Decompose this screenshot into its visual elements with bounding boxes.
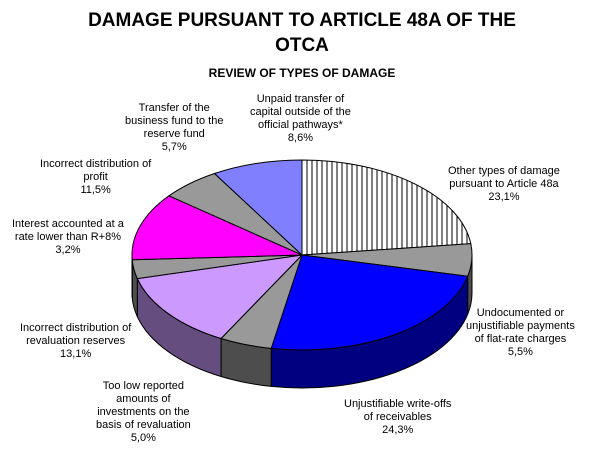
- slice-label-business-fund: Transfer of the business fund to the res…: [125, 102, 224, 153]
- slice-label-profit-distribution: Incorrect distribution of profit 11,5%: [40, 158, 152, 196]
- pie-slice-unjustifiable-write-offs-of-receivables: [270, 254, 469, 351]
- pie-slice-unpaid-transfer-of-capital-outside-of-th: [213, 159, 303, 257]
- slice-label-unpaid-capital: Unpaid transfer of capital outside of th…: [250, 93, 351, 144]
- slice-label-interest-rate: Interest accounted at a rate lower than …: [12, 218, 124, 256]
- slice-label-revaluation-reserves: Incorrect distribution of revaluation re…: [20, 322, 132, 360]
- pie-slice-other-types-of-damage-pursuant-to-articl: [301, 159, 472, 256]
- slice-label-other-types: Other types of damage pursuant to Articl…: [448, 165, 560, 203]
- slice-label-undocumented-payments: Undocumented or unjustifiable payments o…: [466, 307, 575, 358]
- chart-title-line-2: OTCA: [275, 35, 329, 56]
- chart-title-line-1: DAMAGE PURSUANT TO ARTICLE 48A OF THE: [88, 10, 516, 31]
- chart-subtitle: REVIEW OF TYPES OF DAMAGE: [208, 66, 396, 80]
- slice-label-write-offs: Unjustifiable write-offs of receivables …: [344, 398, 452, 436]
- slice-label-low-investments: Too low reported amounts of investments …: [96, 380, 191, 444]
- pie-slice-incorrect-distribution-of-revaluation-re: [136, 254, 304, 340]
- pie-slice-incorrect-distribution-of-profit: [131, 195, 303, 261]
